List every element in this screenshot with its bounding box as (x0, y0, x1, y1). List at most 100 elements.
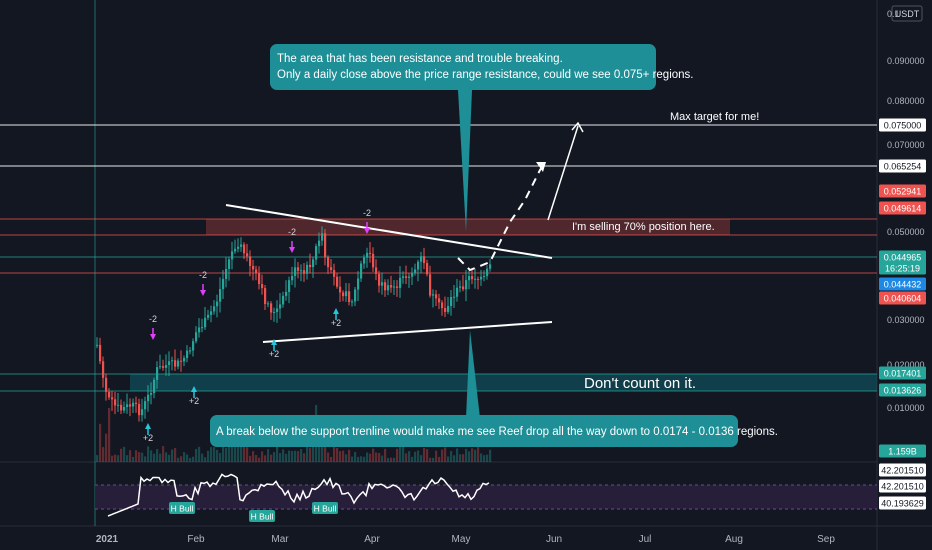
candle-body (96, 344, 99, 346)
volume-bar (330, 456, 333, 462)
rsi-divergence-labels: H Bull H Bull H Bull (169, 502, 338, 522)
candle-body (330, 267, 333, 271)
volume-bar (135, 450, 138, 462)
volume-bar (213, 447, 216, 462)
volume-bar (381, 455, 384, 462)
dont-count-label: Don't count on it. (584, 375, 696, 392)
price-tag-label: 1.159B (888, 447, 917, 457)
price-tag-label: 0.017401 (884, 369, 922, 379)
volume-bar (237, 446, 240, 462)
candle-body (159, 366, 162, 368)
candle-body (153, 379, 156, 394)
volume-bar (405, 453, 408, 462)
candle-body (339, 286, 342, 293)
candle-body (210, 311, 213, 315)
candle-body (381, 282, 384, 286)
volume-bar (360, 456, 363, 462)
candle-body (180, 360, 183, 362)
candle-body (246, 253, 249, 257)
candle-body (372, 253, 375, 268)
candle-body (345, 291, 348, 297)
candle-body (288, 280, 291, 292)
x-axis-tick-label: Sep (817, 534, 835, 545)
volume-bar (354, 452, 357, 462)
candle-body (444, 308, 447, 312)
price-axis[interactable]: 0.090000 0.080000 0.070000 0.050000 0.030000… (887, 56, 925, 413)
candle-body (321, 233, 324, 241)
candle-body (300, 270, 303, 272)
candle-body (297, 267, 300, 271)
volume-bar (186, 454, 189, 462)
volume-bar (201, 453, 204, 462)
candle-body (474, 278, 477, 280)
volume-bar (210, 447, 213, 462)
volume-bar (183, 452, 186, 462)
candle-body (132, 402, 135, 407)
sell-arrow-icon (150, 334, 156, 340)
sell-arrow-icon (200, 290, 206, 296)
candle-body (99, 344, 102, 362)
candle-body (429, 274, 432, 296)
h-bull-label-box (312, 502, 338, 514)
volume-bar (273, 452, 276, 462)
currency-button[interactable] (891, 5, 923, 22)
volume-bar (402, 447, 405, 462)
candle-body (438, 298, 441, 303)
volume-bar (255, 454, 258, 462)
candle-body (333, 270, 336, 277)
volume-bar (171, 449, 174, 462)
bottom-callout-pointer (466, 330, 480, 418)
candle-body (144, 401, 147, 410)
x-axis-tick-label: Apr (364, 534, 380, 545)
volume-bar (483, 455, 486, 462)
y-axis-tick-label: 0.070000 (887, 140, 925, 150)
volume-bar (372, 448, 375, 462)
candle-body (480, 276, 483, 280)
candle-body (201, 327, 204, 329)
h-bull-label: H Bull (251, 512, 274, 522)
volume-bar (195, 448, 198, 462)
resistance-trendline[interactable] (225, 204, 553, 259)
price-tag-box (879, 250, 926, 264)
candle-body (267, 303, 270, 305)
y-axis-tick-label: 0.030000 (887, 315, 925, 325)
candle-body (363, 257, 366, 264)
buy-arrow-icon (333, 308, 339, 314)
volume-bar (477, 446, 480, 462)
y-axis-top-partial: 0.1 (887, 9, 900, 19)
top-callout-pointer (458, 90, 472, 232)
volume-bar (111, 455, 114, 462)
x-axis-tick-label: Aug (725, 534, 743, 545)
candle-body (453, 296, 456, 298)
buy-arrow-icon (145, 423, 151, 429)
rsi-tag-box (879, 463, 926, 477)
support-zone (130, 374, 877, 391)
candle-body (462, 286, 465, 290)
candle-body (459, 286, 462, 288)
price-tag-label: 0.044432 (884, 280, 922, 290)
rsi-line (107, 473, 490, 517)
candle-body (129, 404, 132, 407)
volume-bar (267, 449, 270, 462)
y-axis-tick-label: 0.050000 (887, 227, 925, 237)
candle-body (213, 306, 216, 312)
support-trendline[interactable] (262, 321, 553, 343)
volume-bar (99, 423, 102, 462)
candle-body (171, 360, 174, 362)
candle-body (348, 291, 351, 302)
candle-body (186, 350, 189, 358)
candle-body (318, 240, 321, 247)
candle-body (222, 278, 225, 290)
volume-bar (180, 456, 183, 462)
time-axis[interactable]: 2021 Feb Mar Apr May Jun Jul Aug Sep (96, 534, 835, 545)
candle-body (234, 248, 237, 252)
candle-body (351, 301, 354, 303)
volume-bar (132, 456, 135, 462)
candle-body (417, 261, 420, 270)
volume-bar (420, 455, 423, 462)
candle-body (240, 244, 243, 247)
candle-body (423, 256, 426, 264)
volume-bar (96, 455, 99, 462)
volume-bar (264, 455, 267, 462)
